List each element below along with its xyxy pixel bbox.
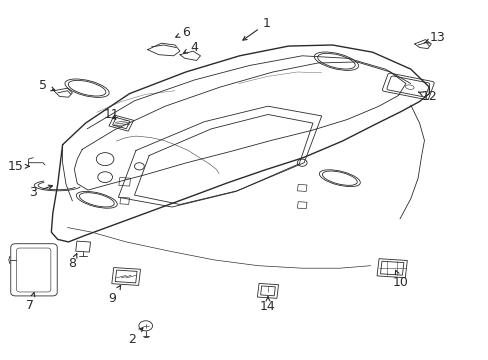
Bar	[120, 197, 129, 204]
Text: 11: 11	[103, 108, 119, 121]
Bar	[115, 270, 137, 283]
Bar	[76, 241, 90, 252]
Text: 4: 4	[183, 41, 198, 54]
Text: 8: 8	[68, 254, 77, 270]
Text: 3: 3	[29, 185, 52, 199]
Bar	[376, 259, 407, 278]
Text: 13: 13	[424, 31, 445, 44]
Text: 14: 14	[260, 297, 275, 313]
Bar	[112, 118, 130, 129]
Bar	[119, 177, 130, 186]
Text: 6: 6	[175, 26, 189, 39]
Bar	[112, 267, 140, 285]
Text: 1: 1	[243, 17, 270, 40]
Text: 15: 15	[8, 160, 29, 173]
Bar	[297, 202, 306, 209]
Text: 10: 10	[392, 270, 408, 289]
Bar	[297, 184, 306, 192]
Bar	[109, 115, 133, 131]
Text: 5: 5	[39, 79, 55, 92]
Bar	[380, 261, 403, 275]
Text: 12: 12	[418, 90, 436, 103]
Text: 2: 2	[128, 328, 142, 346]
Text: 9: 9	[108, 285, 121, 305]
Bar	[260, 286, 275, 296]
Text: 7: 7	[26, 293, 35, 312]
Bar	[257, 283, 278, 298]
